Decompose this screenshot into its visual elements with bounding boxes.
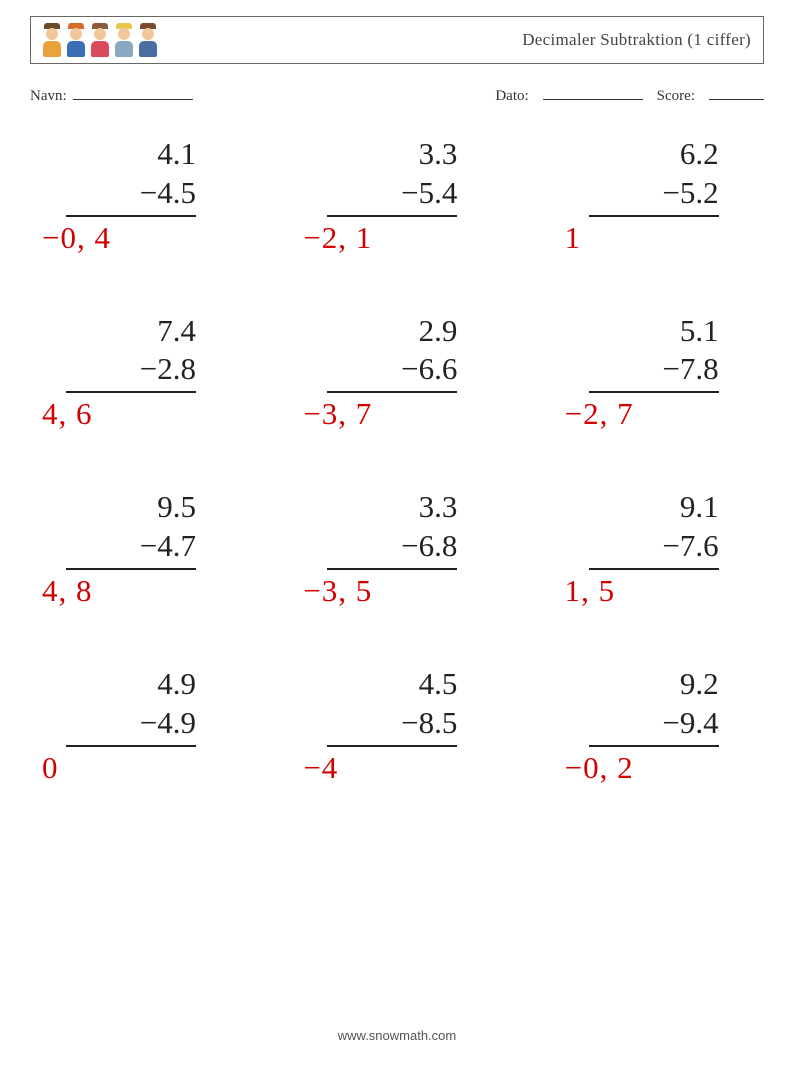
answer: 1 [559,219,723,256]
problem: 3.3−6.8−3, 5 [291,488,461,609]
operand-bottom: −7.6 [589,527,719,570]
problem: 2.9−6.6−3, 7 [291,312,461,433]
avatar-icon [43,23,61,57]
operand-bottom: −4.5 [66,174,196,217]
operand-top: 7.4 [157,312,196,351]
answer: −0, 2 [559,749,723,786]
problem: 4.9−4.90 [30,665,200,786]
date-blank[interactable] [543,86,643,100]
answer: −4 [297,749,461,786]
operand-bottom: −6.8 [327,527,457,570]
worksheet-title: Decimaler Subtraktion (1 ciffer) [522,30,751,50]
operand-top: 4.9 [157,665,196,704]
problems-grid: 4.1−4.5−0, 43.3−5.4−2, 16.2−5.217.4−2.84… [30,135,764,786]
operand-bottom: −5.2 [589,174,719,217]
operand-top: 3.3 [419,135,458,174]
footer-url: www.snowmath.com [0,1028,794,1043]
answer: 4, 6 [36,395,200,432]
operand-top: 5.1 [680,312,719,351]
name-label: Navn: [30,88,67,105]
problem: 9.5−4.74, 8 [30,488,200,609]
operand-bottom: −7.8 [589,350,719,393]
operand-top: 4.5 [419,665,458,704]
operand-top: 9.5 [157,488,196,527]
avatar-icon [139,23,157,57]
answer: 0 [36,749,200,786]
operand-bottom: −2.8 [66,350,196,393]
operand-bottom: −5.4 [327,174,457,217]
answer: 1, 5 [559,572,723,609]
avatar-icon [67,23,85,57]
operand-top: 2.9 [419,312,458,351]
problem: 7.4−2.84, 6 [30,312,200,433]
operand-bottom: −6.6 [327,350,457,393]
answer: −3, 7 [297,395,461,432]
operand-top: 9.1 [680,488,719,527]
score-label: Score: [657,88,695,105]
problem: 9.1−7.61, 5 [553,488,723,609]
operand-bottom: −4.9 [66,704,196,747]
score-blank[interactable] [709,86,764,100]
problem: 3.3−5.4−2, 1 [291,135,461,256]
answer: −2, 7 [559,395,723,432]
answer: −0, 4 [36,219,200,256]
avatar-icon [115,23,133,57]
operand-bottom: −9.4 [589,704,719,747]
problem: 4.1−4.5−0, 4 [30,135,200,256]
operand-top: 4.1 [157,135,196,174]
answer: 4, 8 [36,572,200,609]
avatar-row [43,23,157,57]
operand-top: 6.2 [680,135,719,174]
avatar-icon [91,23,109,57]
problem: 4.5−8.5−4 [291,665,461,786]
operand-bottom: −4.7 [66,527,196,570]
operand-bottom: −8.5 [327,704,457,747]
name-blank[interactable] [73,86,193,100]
problem: 5.1−7.8−2, 7 [553,312,723,433]
operand-top: 9.2 [680,665,719,704]
fields-row: Navn: Dato: Score: [30,86,764,105]
answer: −3, 5 [297,572,461,609]
header-bar: Decimaler Subtraktion (1 ciffer) [30,16,764,64]
date-label: Dato: [495,88,528,105]
answer: −2, 1 [297,219,461,256]
problem: 9.2−9.4−0, 2 [553,665,723,786]
operand-top: 3.3 [419,488,458,527]
problem: 6.2−5.21 [553,135,723,256]
